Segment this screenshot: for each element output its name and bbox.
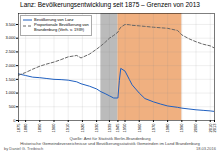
svg-text:1880: 1880 bbox=[23, 123, 28, 133]
html-text:Proportionale Bevölkerung von: Proportionale Bevölkerung von Brandenbur… bbox=[34, 22, 89, 33]
svg-text:0: 0 bbox=[13, 118, 16, 123]
svg-text:1930: 1930 bbox=[94, 123, 99, 133]
svg-text:2013: 2013 bbox=[212, 123, 217, 133]
svg-text:1.000: 1.000 bbox=[5, 90, 16, 95]
svg-text:1.500: 1.500 bbox=[5, 77, 16, 82]
svg-text:1970: 1970 bbox=[151, 123, 156, 133]
svg-text:2000: 2000 bbox=[193, 123, 198, 133]
svg-text:2.500: 2.500 bbox=[5, 49, 16, 54]
svg-text:1945: 1945 bbox=[115, 123, 120, 133]
svg-text:3.500: 3.500 bbox=[5, 22, 16, 27]
html-text:Lanz: Bevölkerungsentwicklung: Lanz: Bevölkerungsentwicklung seit 1875 … bbox=[20, 1, 200, 8]
svg-text:1939: 1939 bbox=[107, 123, 112, 133]
svg-text:1910: 1910 bbox=[65, 123, 70, 133]
svg-text:1890: 1890 bbox=[37, 123, 42, 133]
svg-text:3.000: 3.000 bbox=[5, 35, 16, 40]
svg-text:2.000: 2.000 bbox=[5, 63, 16, 68]
svg-text:1920: 1920 bbox=[80, 123, 85, 133]
svg-text:1950: 1950 bbox=[122, 123, 127, 133]
html-text:Bevölkerung von Lanz: Bevölkerung von Lanz bbox=[34, 17, 74, 22]
html-text:Quelle: Amt für Statistik Berl: Quelle: Amt für Statistik Berlin-Branden… bbox=[20, 136, 200, 146]
svg-text:1900: 1900 bbox=[51, 123, 56, 133]
svg-text:1960: 1960 bbox=[137, 123, 142, 133]
svg-text:1875: 1875 bbox=[16, 123, 21, 133]
html-text:by Daniel G. Treibisch: by Daniel G. Treibisch bbox=[4, 146, 44, 151]
svg-text:1980: 1980 bbox=[165, 123, 170, 133]
svg-text:2010: 2010 bbox=[207, 123, 213, 133]
svg-text:1990: 1990 bbox=[179, 123, 184, 133]
html-text:18.03.2016: 18.03.2016 bbox=[196, 146, 216, 151]
svg-text:500: 500 bbox=[9, 104, 16, 109]
